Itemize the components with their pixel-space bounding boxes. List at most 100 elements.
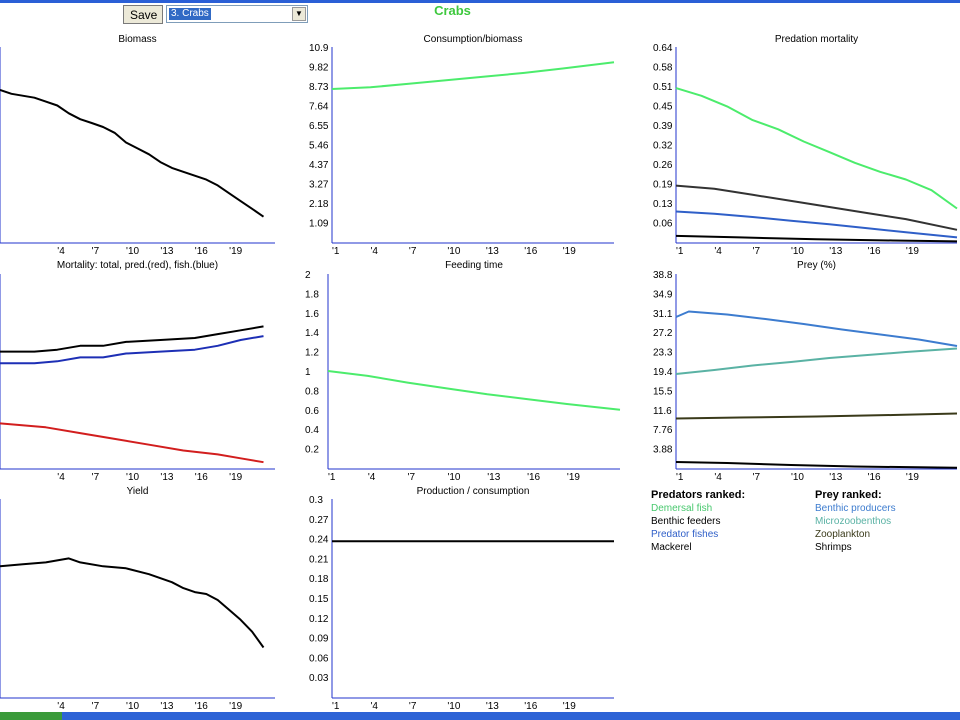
y-tick-label: 15.5 bbox=[653, 386, 673, 397]
x-tick-label: '19 bbox=[563, 701, 576, 712]
x-tick-label: '7 bbox=[92, 472, 100, 483]
y-tick-label: 11.6 bbox=[653, 406, 672, 417]
y-tick-label: 0.12 bbox=[309, 614, 329, 625]
y-tick-label: 3.27 bbox=[309, 180, 329, 191]
x-tick-label: '13 bbox=[160, 246, 173, 257]
y-tick-label: 0.03 bbox=[309, 673, 329, 684]
chart-title: Predation mortality bbox=[775, 34, 858, 45]
y-tick-label: 0.15 bbox=[309, 594, 329, 605]
prey-percent-chart: Prey (%) 3.88 7.76 11.6 15.5 19.4 23.3 27.2 31.1… bbox=[653, 260, 958, 483]
x-tick-label: '4 bbox=[370, 701, 378, 712]
x-tick-label: '16 bbox=[524, 701, 537, 712]
chart-title: Consumption/biomass bbox=[424, 34, 523, 45]
x-tick-label: '19 bbox=[906, 246, 919, 257]
prey-legend: Prey ranked: Benthic producers Microzoob… bbox=[815, 489, 896, 554]
x-tick-label: '19 bbox=[567, 472, 580, 483]
y-tick-label: 0.3 bbox=[309, 495, 323, 506]
y-tick-label: 0.19 bbox=[653, 180, 673, 191]
y-tick-label: 10.9 bbox=[309, 43, 329, 54]
group-title: Crabs bbox=[434, 3, 471, 18]
y-tick-label: 19.4 bbox=[653, 367, 673, 378]
x-tick-label: '10 bbox=[447, 246, 460, 257]
chevron-down-icon[interactable]: ▼ bbox=[292, 7, 306, 21]
x-tick-label: '4 bbox=[368, 472, 376, 483]
x-tick-label: '16 bbox=[527, 472, 540, 483]
series-line bbox=[0, 335, 264, 365]
x-tick-label: '13 bbox=[486, 701, 499, 712]
feeding-time-chart: Feeding time 0.2 0.4 0.6 0.8 1 1.2 1.4 1.6 1.8 2 '1… bbox=[305, 260, 621, 483]
x-tick-label: '19 bbox=[229, 246, 242, 257]
x-tick-label: '19 bbox=[229, 472, 242, 483]
y-tick-label: 0.26 bbox=[653, 160, 673, 171]
y-tick-label: 4.37 bbox=[309, 160, 329, 171]
prey-legend-title: Prey ranked: bbox=[815, 489, 882, 501]
y-tick-label: 7.76 bbox=[653, 425, 673, 436]
prey-item: Benthic producers bbox=[815, 503, 896, 514]
y-tick-label: 0.06 bbox=[653, 219, 673, 230]
chart-title: Yield bbox=[127, 486, 149, 497]
x-tick-label: '7 bbox=[409, 701, 417, 712]
taskbar bbox=[0, 712, 960, 720]
window-top-border bbox=[0, 0, 960, 3]
x-tick-label: '4 bbox=[714, 246, 722, 257]
x-tick-label: '4 bbox=[714, 472, 722, 483]
y-tick-label: 2 bbox=[305, 270, 311, 281]
y-tick-label: 0.32 bbox=[653, 141, 673, 152]
x-tick-label: '10 bbox=[126, 701, 139, 712]
predator-item: Benthic feeders bbox=[651, 516, 721, 527]
x-tick-label: '4 bbox=[57, 701, 65, 712]
x-tick-label: '16 bbox=[868, 246, 881, 257]
series-line bbox=[675, 234, 958, 243]
series-line bbox=[0, 325, 264, 353]
series-line bbox=[327, 370, 621, 411]
y-tick-label: 0.21 bbox=[309, 554, 329, 565]
y-tick-label: 0.13 bbox=[653, 199, 673, 210]
start-button[interactable] bbox=[0, 712, 62, 720]
x-tick-label: '19 bbox=[906, 472, 919, 483]
consumption-biomass-chart: Consumption/biomass 1.09 2.18 3.27 4.37 5.46 6… bbox=[309, 34, 615, 257]
x-tick-label: '13 bbox=[160, 701, 173, 712]
x-tick-label: '7 bbox=[92, 701, 100, 712]
x-tick-label: '10 bbox=[791, 246, 804, 257]
y-tick-label: 27.2 bbox=[653, 328, 673, 339]
group-select[interactable]: 3. Crabs ▼ bbox=[166, 5, 308, 23]
y-tick-label: 0.4 bbox=[305, 425, 319, 436]
chart-title: Mortality: total, pred.(red), fish.(blue… bbox=[57, 260, 218, 271]
x-tick-label: '4 bbox=[57, 472, 65, 483]
x-tick-label: '1 bbox=[676, 472, 684, 483]
y-tick-label: 8.73 bbox=[309, 82, 329, 93]
y-tick-label: 0.2 bbox=[305, 445, 319, 456]
production-consumption-chart: Production / consumption 0.03 0.06 0.09 0.12… bbox=[309, 486, 614, 712]
y-tick-label: 3.88 bbox=[653, 445, 673, 456]
y-tick-label: 6.55 bbox=[309, 121, 329, 132]
x-tick-label: '16 bbox=[868, 472, 881, 483]
chart-title: Biomass bbox=[118, 34, 156, 45]
predators-legend: Predators ranked: Demersal fish Benthic … bbox=[651, 489, 745, 554]
x-tick-label: '13 bbox=[487, 472, 500, 483]
prey-item: Shrimps bbox=[815, 542, 852, 553]
x-tick-label: '13 bbox=[486, 246, 499, 257]
x-tick-label: '16 bbox=[524, 246, 537, 257]
yield-chart: Yield '4 '7 '10 '13 '16 '19 bbox=[0, 486, 275, 712]
biomass-chart: Biomass '4 '7 '10 '13 '16 '19 bbox=[0, 34, 275, 257]
save-button[interactable]: Save bbox=[123, 5, 163, 24]
x-tick-label: '1 bbox=[332, 246, 340, 257]
y-tick-label: 0.58 bbox=[653, 63, 673, 74]
y-tick-label: 2.18 bbox=[309, 199, 329, 210]
series-line bbox=[0, 557, 265, 649]
y-tick-label: 0.06 bbox=[309, 653, 329, 664]
x-tick-label: '13 bbox=[160, 472, 173, 483]
x-tick-label: '7 bbox=[753, 246, 761, 257]
prey-item: Zooplankton bbox=[815, 529, 871, 540]
y-tick-label: 38.8 bbox=[653, 270, 673, 281]
x-tick-label: '16 bbox=[195, 246, 208, 257]
y-tick-label: 23.3 bbox=[653, 348, 673, 359]
x-tick-label: '10 bbox=[126, 472, 139, 483]
y-tick-label: 0.09 bbox=[309, 634, 329, 645]
predation-mortality-chart: Predation mortality 0.06 0.13 0.19 0.26 0.32 0… bbox=[653, 34, 958, 257]
x-tick-label: '19 bbox=[229, 701, 242, 712]
series-line bbox=[675, 184, 958, 231]
x-tick-label: '1 bbox=[676, 246, 684, 257]
x-tick-label: '1 bbox=[328, 472, 336, 483]
y-tick-label: 1.2 bbox=[305, 348, 319, 359]
